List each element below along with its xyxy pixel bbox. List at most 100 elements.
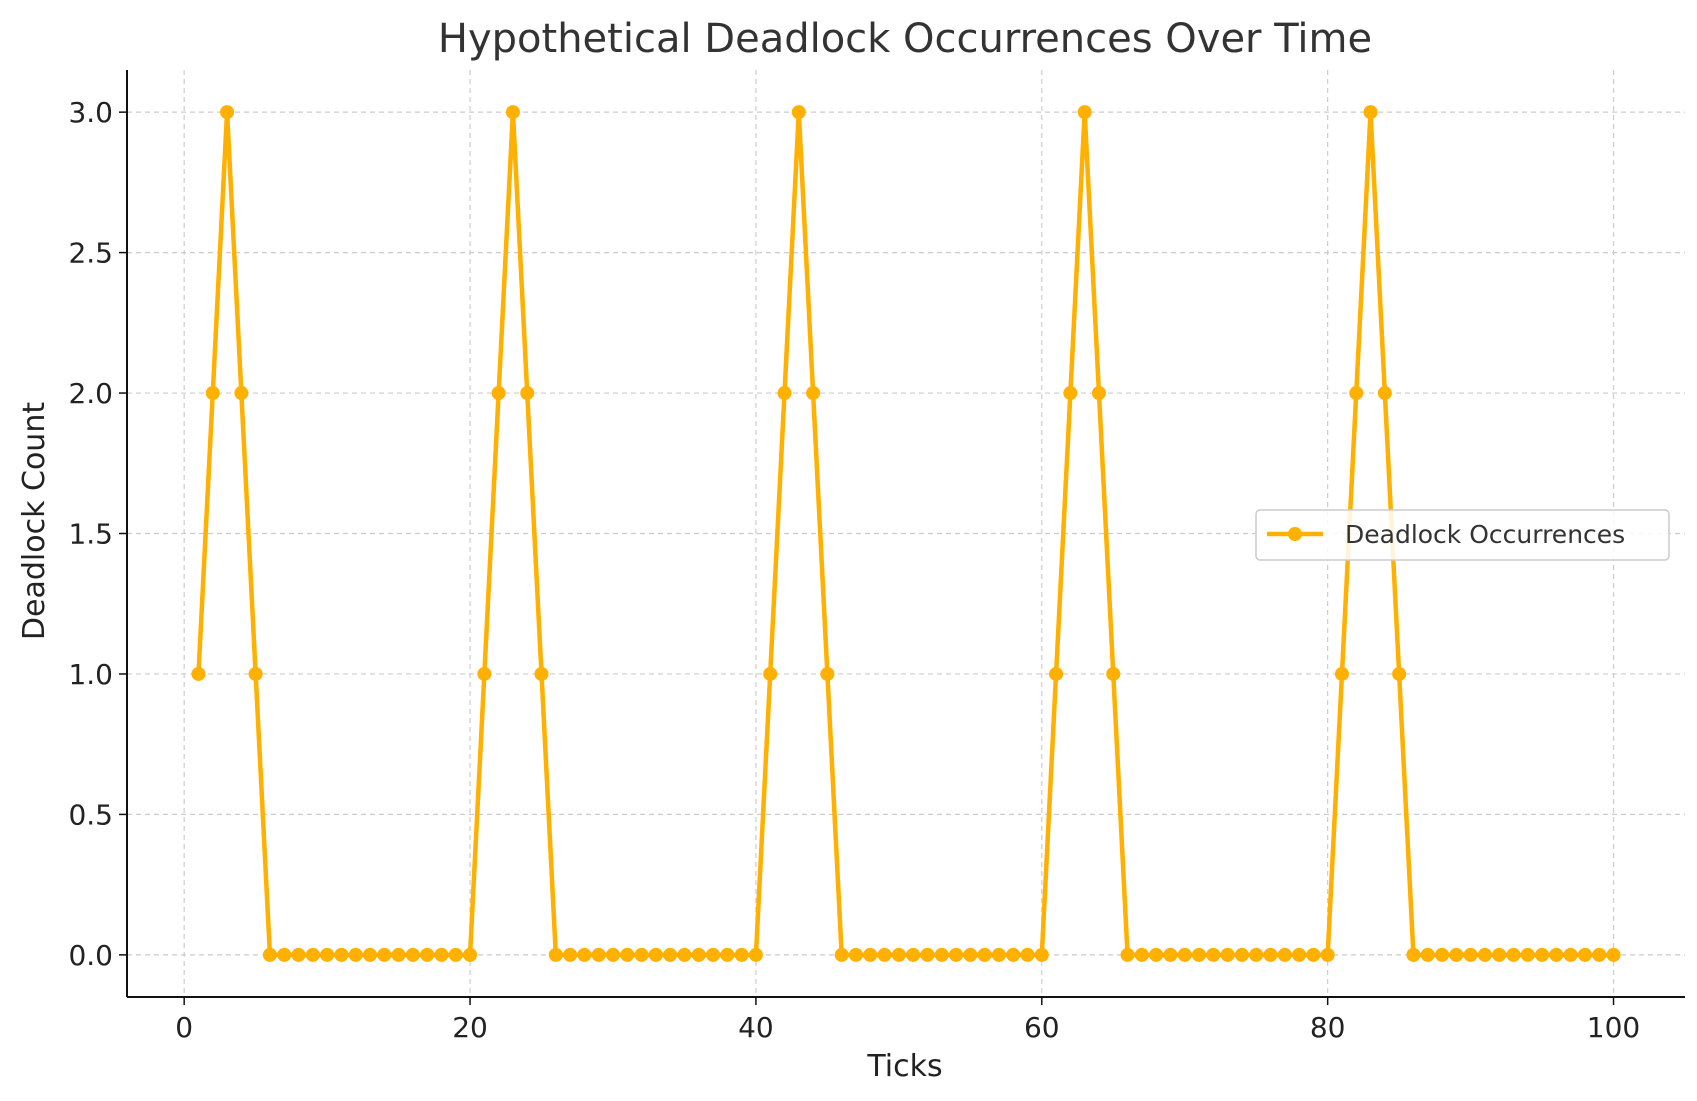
data-point (663, 947, 678, 962)
data-point (763, 666, 778, 681)
data-point (1220, 947, 1235, 962)
series-layer (191, 105, 1621, 962)
data-point (305, 947, 320, 962)
data-point (1249, 947, 1264, 962)
data-point (1034, 947, 1049, 962)
data-point (891, 947, 906, 962)
data-point (1349, 386, 1364, 401)
data-point (806, 386, 821, 401)
x-tick-label: 40 (738, 1011, 774, 1044)
data-point (620, 947, 635, 962)
data-point (863, 947, 878, 962)
y-tick-label: 2.0 (68, 377, 113, 410)
y-axis-label: Deadlock Count (17, 402, 52, 640)
data-point (1506, 947, 1521, 962)
x-axis-label: Ticks (866, 1049, 942, 1084)
data-point (520, 386, 535, 401)
data-point (1306, 947, 1321, 962)
data-point (334, 947, 349, 962)
data-point (248, 666, 263, 681)
legend-entry-deadlock-occurrences: Deadlock Occurrences (1345, 520, 1625, 549)
data-point (949, 947, 964, 962)
data-point (1363, 105, 1378, 120)
chart-title: Hypothetical Deadlock Occurrences Over T… (438, 16, 1372, 62)
data-point (1406, 947, 1421, 962)
data-point (1535, 947, 1550, 962)
data-point (505, 105, 520, 120)
x-tick-label: 0 (175, 1011, 193, 1044)
y-tick-label: 3.0 (68, 96, 113, 129)
data-point (491, 386, 506, 401)
data-point (1606, 947, 1621, 962)
data-point (534, 666, 549, 681)
tick-labels: 0 20 40 60 80 100 0.0 0.5 1.0 1.5 2.0 2.5 3.0 (68, 96, 1640, 1044)
x-tick-label: 60 (1024, 1011, 1060, 1044)
data-point (1577, 947, 1592, 962)
data-point (1006, 947, 1021, 962)
y-tick-label: 0.5 (68, 798, 113, 831)
data-point (448, 947, 463, 962)
series-line (196, 109, 1614, 958)
data-point (1320, 947, 1335, 962)
data-point (1206, 947, 1221, 962)
y-tick-label: 0.0 (68, 939, 113, 972)
data-point (291, 947, 306, 962)
data-point (848, 947, 863, 962)
data-point (1149, 947, 1164, 962)
data-point (1549, 947, 1564, 962)
data-point (1077, 105, 1092, 120)
data-point (1063, 386, 1078, 401)
data-point (320, 947, 335, 962)
data-point (1592, 947, 1607, 962)
data-point (191, 666, 206, 681)
data-point (963, 947, 978, 962)
y-tick-label: 1.0 (68, 658, 113, 691)
axes (119, 70, 1685, 1005)
data-point (1520, 947, 1535, 962)
data-point (1463, 947, 1478, 962)
data-point (920, 947, 935, 962)
data-point (748, 947, 763, 962)
data-point (477, 666, 492, 681)
data-point (777, 386, 792, 401)
data-point (1420, 947, 1435, 962)
legend-marker-swatch (1288, 527, 1302, 541)
data-point (720, 947, 735, 962)
data-point (377, 947, 392, 962)
data-point (1049, 666, 1064, 681)
data-point (691, 947, 706, 962)
data-point (1234, 947, 1249, 962)
data-point (605, 947, 620, 962)
legend-box (1255, 509, 1670, 561)
data-point (262, 947, 277, 962)
data-point (420, 947, 435, 962)
data-point (648, 947, 663, 962)
data-point (934, 947, 949, 962)
data-point (348, 947, 363, 962)
data-point (1106, 666, 1121, 681)
y-tick-label: 2.5 (68, 237, 113, 270)
data-point (1292, 947, 1307, 962)
x-tick-label: 20 (452, 1011, 488, 1044)
data-point (706, 947, 721, 962)
legend: Deadlock Occurrences (1255, 509, 1670, 561)
data-point (634, 947, 649, 962)
data-point (1377, 386, 1392, 401)
data-point (820, 666, 835, 681)
data-point (734, 947, 749, 962)
data-point (1192, 947, 1207, 962)
data-point (220, 105, 235, 120)
data-point (434, 947, 449, 962)
data-point (234, 386, 249, 401)
data-point (991, 947, 1006, 962)
data-point (1263, 947, 1278, 962)
data-point (1091, 386, 1106, 401)
data-point (548, 947, 563, 962)
data-point (205, 386, 220, 401)
data-point (1449, 947, 1464, 962)
data-point (577, 947, 592, 962)
x-tick-label: 80 (1310, 1011, 1346, 1044)
data-point (1392, 666, 1407, 681)
data-point (834, 947, 849, 962)
